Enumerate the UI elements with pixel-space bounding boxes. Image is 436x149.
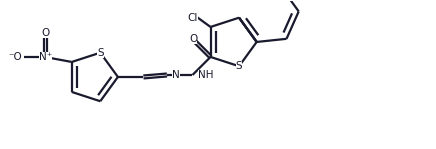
Text: NH: NH bbox=[198, 70, 214, 80]
Text: S: S bbox=[236, 61, 242, 71]
Text: N⁺: N⁺ bbox=[39, 52, 52, 62]
Text: N: N bbox=[172, 70, 180, 80]
Text: O: O bbox=[41, 28, 49, 38]
Text: Cl: Cl bbox=[188, 13, 198, 23]
Text: O: O bbox=[189, 34, 198, 44]
Text: ⁻O: ⁻O bbox=[8, 52, 22, 62]
Text: S: S bbox=[97, 48, 104, 58]
